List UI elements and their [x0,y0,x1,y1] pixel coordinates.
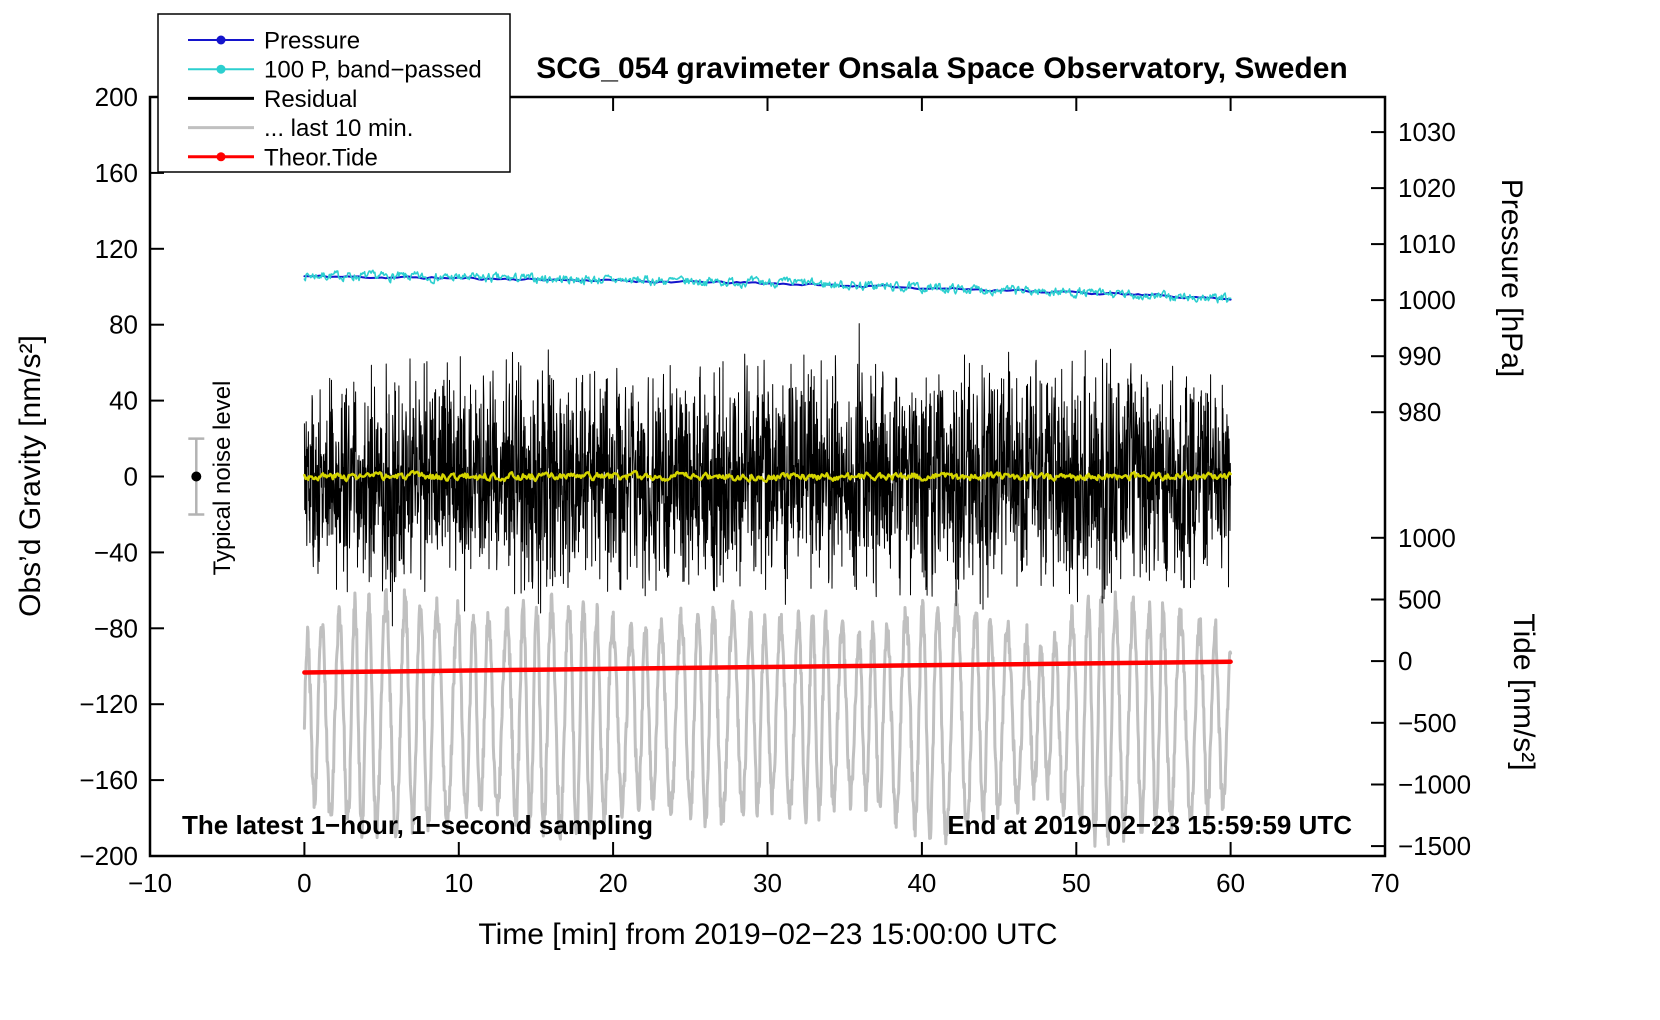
x-tick-label: −10 [128,868,172,898]
x-tick-label: 60 [1216,868,1245,898]
pressure-tick-label: 980 [1398,397,1441,427]
y-left-tick-label: 80 [109,310,138,340]
pressure-tick-label: 1010 [1398,229,1456,259]
pressure-tick-label: 1000 [1398,285,1456,315]
legend-item-label: Residual [264,86,357,113]
pressure-axis-title: Pressure [hPa] [1495,179,1528,377]
end-note: End at 2019−02−23 15:59:59 UTC [947,810,1352,840]
legend-marker-dot [216,152,226,162]
chart-title: SCG_054 gravimeter Onsala Space Observat… [536,52,1348,85]
data-series [302,269,1233,848]
y-left-tick-label: −40 [94,537,138,567]
series-100-p-band-passed [303,269,1232,304]
legend-item-label: ... last 10 min. [264,115,413,142]
y-left-tick-label: −80 [94,613,138,643]
tide-tick-label: −1500 [1398,831,1471,861]
y-left-tick-label: 160 [95,158,138,188]
pressure-tick-label: 1020 [1398,173,1456,203]
sampling-note: The latest 1−hour, 1−second sampling [182,810,653,840]
tide-tick-label: −1000 [1398,770,1471,800]
legend-item-label: Pressure [264,28,360,55]
y-left-tick-label: 200 [95,82,138,112]
x-tick-label: 40 [907,868,936,898]
series-residual-smoothed [303,469,1232,483]
x-tick-label: 20 [599,868,628,898]
legend-item-label: Theor.Tide [264,144,378,171]
x-tick-label: 0 [297,868,311,898]
y-left-axis-title: Obs’d Gravity [nm/s²] [14,335,47,617]
pressure-tick-label: 990 [1398,341,1441,371]
pressure-tick-label: 1030 [1398,117,1456,147]
x-axis-title: Time [min] from 2019−02−23 15:00:00 UTC [478,918,1057,951]
x-tick-label: 70 [1371,868,1400,898]
y-left-tick-label: 0 [124,462,138,492]
y-left-tick-label: −120 [79,689,138,719]
series-residual [303,323,1232,627]
y-left-tick-label: −160 [79,765,138,795]
tide-tick-label: −500 [1398,708,1457,738]
tide-axis-title: Tide [nm/s²] [1507,613,1540,770]
y-left-tick-label: 40 [109,386,138,416]
noise-level-marker [188,437,205,516]
tide-tick-label: 1000 [1398,523,1456,553]
series--last-10-min- [302,588,1233,848]
legend-marker-dot [216,64,226,74]
y-left-tick-label: −200 [79,841,138,871]
noise-center-dot [191,471,202,482]
tide-tick-label: 500 [1398,585,1441,615]
x-tick-label: 30 [753,868,782,898]
noise-level-label: Typical noise level [209,381,236,576]
y-left-tick-label: 120 [95,234,138,264]
axis-tick-labels: −10 0 10 20 30 40 50 60 7020016012080400−40−80−1… [79,82,1471,898]
x-tick-label: 50 [1062,868,1091,898]
x-tick-label: 10 [444,868,473,898]
legend-marker-dot [216,35,226,45]
tide-tick-label: 0 [1398,646,1412,676]
series-theor-tide [302,659,1233,675]
legend-item-label: 100 P, band−passed [264,57,482,84]
